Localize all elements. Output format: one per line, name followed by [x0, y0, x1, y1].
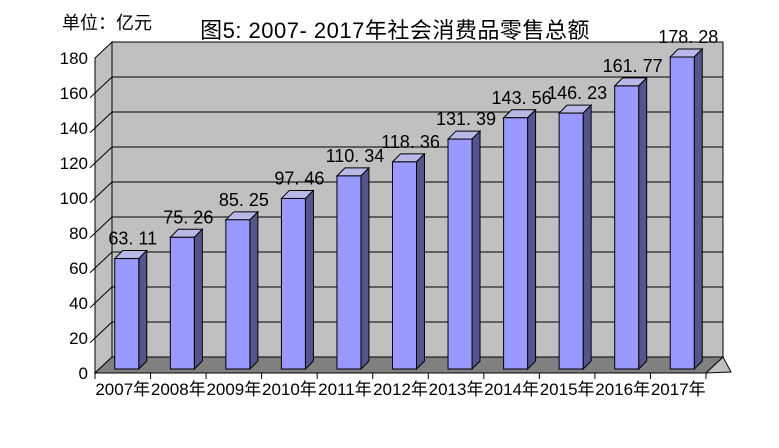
unit-label: 单位：亿元	[62, 13, 152, 33]
bar-side-face	[138, 249, 148, 371]
bar-value-label: 146. 23	[547, 83, 607, 103]
x-axis-category-label: 2007年	[95, 380, 150, 399]
bar-front-face	[225, 219, 251, 370]
y-axis-tick-label: 60	[69, 259, 88, 278]
x-axis-category-label: 2008年	[151, 380, 206, 399]
bar-value-label: 85. 25	[219, 190, 269, 210]
y-axis-tick-label: 100	[60, 189, 88, 208]
bar-side-face	[582, 103, 592, 371]
y-axis-tick	[89, 181, 113, 204]
y-axis-tick	[89, 111, 113, 134]
bar-value-label: 131. 39	[436, 109, 496, 129]
x-axis-category-label: 2015年	[540, 380, 595, 399]
y-axis-tick-label: 80	[69, 224, 88, 243]
bar-side-face	[527, 108, 537, 371]
bar-value-label: 143. 56	[492, 88, 552, 108]
bar-value-label: 97. 46	[274, 168, 324, 188]
bar-front-face	[114, 258, 140, 370]
y-axis-tick-label: 0	[79, 364, 88, 383]
bar-front-face	[614, 85, 640, 370]
y-axis-tick	[89, 216, 113, 239]
bar-side-face	[638, 76, 648, 371]
x-axis-category-label: 2011年	[318, 380, 372, 399]
y-axis-tick	[89, 286, 113, 309]
bar-value-label: 110. 34	[326, 146, 385, 166]
y-axis-tick-label: 40	[69, 294, 88, 313]
y-axis-tick-label: 180	[60, 49, 88, 68]
chart-title: 图5: 2007- 2017年社会消费品零售总额	[200, 18, 590, 43]
bar-front-face	[669, 56, 695, 370]
y-axis-tick	[89, 146, 113, 169]
bar-front-face	[336, 175, 362, 370]
bar-front-face	[392, 161, 417, 370]
bar-value-label: 63. 11	[108, 229, 157, 249]
x-axis-category-label: 2013年	[429, 380, 484, 399]
y-axis-tick-label: 140	[60, 119, 88, 138]
bar-side-face	[693, 47, 703, 371]
y-axis-tick-label: 20	[69, 329, 88, 348]
x-axis-category-label: 2009年	[206, 380, 261, 399]
x-axis-category-label: 2014年	[484, 380, 539, 399]
y-axis-tick-label: 160	[60, 84, 88, 103]
side-wall	[94, 40, 113, 375]
bar-front-face	[503, 117, 529, 370]
bar-side-face	[249, 210, 259, 371]
bar-front-face	[558, 112, 584, 370]
y-axis-tick	[89, 251, 113, 274]
bar-front-face	[447, 138, 473, 370]
bar-side-face	[360, 166, 370, 371]
bar-front-face	[280, 197, 306, 370]
bar-value-label: 161. 77	[603, 56, 663, 76]
floor-bevel	[704, 356, 732, 374]
x-axis-category-label: 2012年	[373, 380, 428, 399]
bar-side-face	[471, 129, 481, 371]
y-axis-tick	[89, 321, 113, 344]
bar-value-label: 178. 28	[658, 27, 718, 47]
y-axis-tick	[89, 76, 113, 99]
bar-side-face	[193, 228, 203, 371]
y-axis-tick-label: 120	[60, 154, 88, 173]
x-axis-category-label: 2017年	[651, 380, 706, 399]
bar-front-face	[169, 236, 195, 370]
x-axis-category-label: 2010年	[262, 380, 317, 399]
x-axis-category-label: 2016年	[595, 380, 650, 399]
bar-value-label: 118. 36	[381, 132, 440, 152]
bar-side-face	[304, 189, 314, 371]
bar-side-face	[416, 152, 425, 371]
bar-value-label: 75. 26	[163, 207, 213, 227]
